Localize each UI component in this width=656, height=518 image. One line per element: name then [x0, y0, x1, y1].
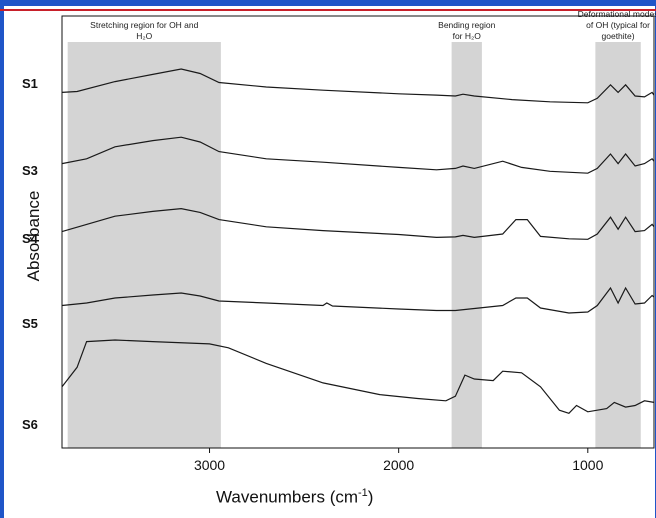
series-label-s6: S6 [22, 417, 38, 432]
x-axis-label-end: ) [367, 487, 374, 507]
region-label-2-2: for H₂O [453, 31, 482, 41]
region-label-2-1: Bending region [438, 20, 495, 30]
series-line-s3 [61, 136, 655, 174]
series-label-s1: S1 [22, 76, 38, 91]
series-labels: S1 S3 S4 S5 S6 [22, 76, 39, 432]
series-line-s4 [61, 207, 655, 240]
y-axis-label: Absorbance [24, 190, 43, 282]
series-line-s6 [61, 339, 655, 414]
region-band-1 [67, 42, 221, 448]
region-label-1-2: H₂O [136, 31, 152, 41]
series-label-s4: S4 [22, 231, 39, 246]
x-axis-label-text: Wavenumbers (cm [216, 487, 359, 507]
region-band-2 [451, 42, 482, 448]
series-line-s1 [61, 68, 655, 104]
spectra-series [61, 68, 655, 414]
series-line-s5 [61, 286, 655, 314]
plot-border [61, 15, 655, 449]
x-axis: 3000 2000 1000 [61, 15, 655, 473]
x-axis-label: Wavenumbers (cm-1) [216, 487, 373, 508]
top-border [0, 0, 656, 6]
top-border-accent [0, 9, 656, 11]
x-tick-label-2000: 2000 [383, 457, 414, 473]
region-label-1-1: Stretching region for OH and [90, 20, 198, 30]
x-tick-label-1000: 1000 [572, 457, 603, 473]
region-label-3-1: Deformational modes [578, 9, 656, 19]
region-band-3 [595, 42, 641, 448]
region-label-3-3: goethite) [602, 31, 635, 41]
series-label-s5: S5 [22, 316, 38, 331]
region-label-3-2: of OH (typical for [586, 20, 650, 30]
x-axis-label-exponent: -1 [358, 487, 368, 499]
series-label-s3: S3 [22, 163, 38, 178]
x-tick-label-3000: 3000 [194, 457, 225, 473]
